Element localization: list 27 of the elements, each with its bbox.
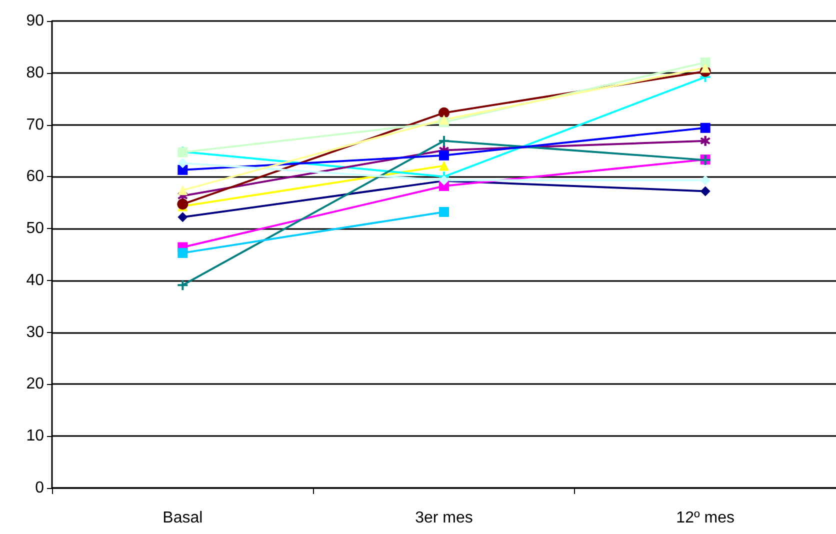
x-tick-label: 12º mes — [676, 510, 734, 526]
y-tick-label: 90 — [26, 12, 44, 30]
point — [439, 206, 449, 217]
y-tick-label: 30 — [26, 324, 44, 341]
point — [178, 185, 188, 196]
x-tick-label: Basal — [162, 510, 203, 526]
point — [700, 62, 710, 73]
point — [439, 114, 449, 125]
point — [178, 212, 188, 222]
point — [178, 280, 188, 290]
y-tick-label: 60 — [26, 168, 44, 186]
point — [439, 136, 449, 146]
point — [700, 186, 710, 196]
y-tick-label: 0 — [35, 480, 44, 496]
y-tick-label: 10 — [26, 428, 44, 445]
point — [178, 158, 188, 168]
y-tick-label: 70 — [26, 116, 44, 134]
y-tick-label: 40 — [26, 272, 44, 289]
point — [700, 136, 710, 146]
point — [439, 150, 449, 160]
point — [700, 122, 710, 133]
y-tick-label: 80 — [26, 64, 44, 82]
x-tick-label: 3er mes — [415, 510, 473, 526]
point — [178, 248, 188, 258]
y-tick-label: 50 — [26, 220, 44, 238]
y-tick-label: 20 — [26, 376, 44, 393]
point — [700, 175, 710, 186]
